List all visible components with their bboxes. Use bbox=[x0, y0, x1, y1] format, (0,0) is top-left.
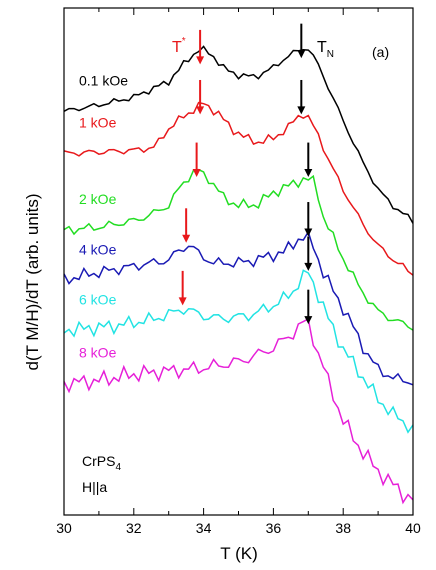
plot-area: 0.1 kOe 1 kOe 2 kOe 4 kOe 6 kOe 8 kOe bbox=[63, 23, 414, 505]
tn-arrow-6-koe bbox=[304, 236, 313, 271]
tn-arrow-8-koe bbox=[304, 289, 313, 325]
tn-arrow-0-1-koe-head bbox=[297, 50, 306, 59]
series-8-koe-label: 8 kOe bbox=[79, 345, 117, 361]
tstar-arrow-0-1-koe bbox=[196, 29, 205, 65]
tstar-arrow-4-koe-head bbox=[182, 234, 191, 243]
tn-label-main: T bbox=[317, 39, 327, 56]
x-tick-label-40: 40 bbox=[405, 520, 421, 536]
x-tick-label-36: 36 bbox=[266, 520, 282, 536]
series-6-koe-line bbox=[63, 269, 414, 434]
x-tick-label-34: 34 bbox=[196, 520, 212, 536]
axes: 30 32 34 36 38 40 bbox=[56, 7, 421, 536]
sample-label-main: CrPS bbox=[82, 453, 115, 469]
tn-arrow-4-koe bbox=[304, 202, 313, 237]
series-4-koe-line bbox=[63, 229, 414, 386]
x-tick-label-30: 30 bbox=[56, 520, 72, 536]
x-axis-label: T (K) bbox=[220, 544, 257, 563]
tn-label-sub: N bbox=[327, 49, 334, 60]
panel-label: (a) bbox=[372, 44, 389, 60]
tn-arrow-2-koe-head bbox=[304, 169, 313, 177]
y-axis-label: d(T M/H)/dT (arb. units) bbox=[23, 194, 42, 371]
tn-arrow-8-koe-head bbox=[304, 316, 313, 325]
tn-arrow-6-koe-head bbox=[304, 262, 313, 271]
tn-label: TN bbox=[317, 39, 334, 60]
tstar-arrow-2-koe bbox=[192, 142, 201, 177]
tn-arrow-1-koe-head bbox=[297, 106, 306, 115]
tn-arrow-4-koe-head bbox=[304, 228, 313, 237]
sample-label: CrPS4 bbox=[82, 453, 121, 473]
series-0-1-koe-line bbox=[63, 45, 414, 224]
sample-label-sub: 4 bbox=[115, 462, 121, 473]
series-4-koe-label: 4 kOe bbox=[79, 241, 117, 257]
tn-arrow-0-1-koe bbox=[297, 23, 306, 59]
series-2-koe-line bbox=[63, 168, 414, 331]
tstar-arrow-1-koe-head bbox=[196, 106, 205, 115]
tn-arrow-2-koe bbox=[304, 142, 313, 177]
tstar-label: T* bbox=[172, 36, 186, 56]
series-0-1-koe-label: 0.1 kOe bbox=[79, 72, 128, 88]
tstar-arrow-0-1-koe-head bbox=[196, 56, 205, 65]
series-6-koe-label: 6 kOe bbox=[79, 291, 117, 307]
tstar-arrow-1-koe bbox=[196, 79, 205, 115]
series-8-koe-line bbox=[63, 317, 414, 505]
tstar-arrow-6-koe bbox=[178, 270, 187, 306]
field-direction-label: H||a bbox=[82, 479, 107, 495]
tstar-arrow-6-koe-head bbox=[178, 297, 187, 306]
tstar-arrow-2-koe-head bbox=[192, 169, 201, 177]
series-1-koe-line bbox=[63, 101, 414, 276]
tstar-label-main: T bbox=[172, 39, 182, 56]
series-1-koe-label: 1 kOe bbox=[79, 115, 117, 131]
tstar-arrow-4-koe bbox=[182, 208, 191, 243]
series-2-koe-label: 2 kOe bbox=[79, 191, 117, 207]
x-tick-label-32: 32 bbox=[126, 520, 142, 536]
x-tick-label-38: 38 bbox=[335, 520, 351, 536]
tstar-label-sup: * bbox=[182, 36, 186, 47]
tn-arrow-1-koe bbox=[297, 79, 306, 115]
